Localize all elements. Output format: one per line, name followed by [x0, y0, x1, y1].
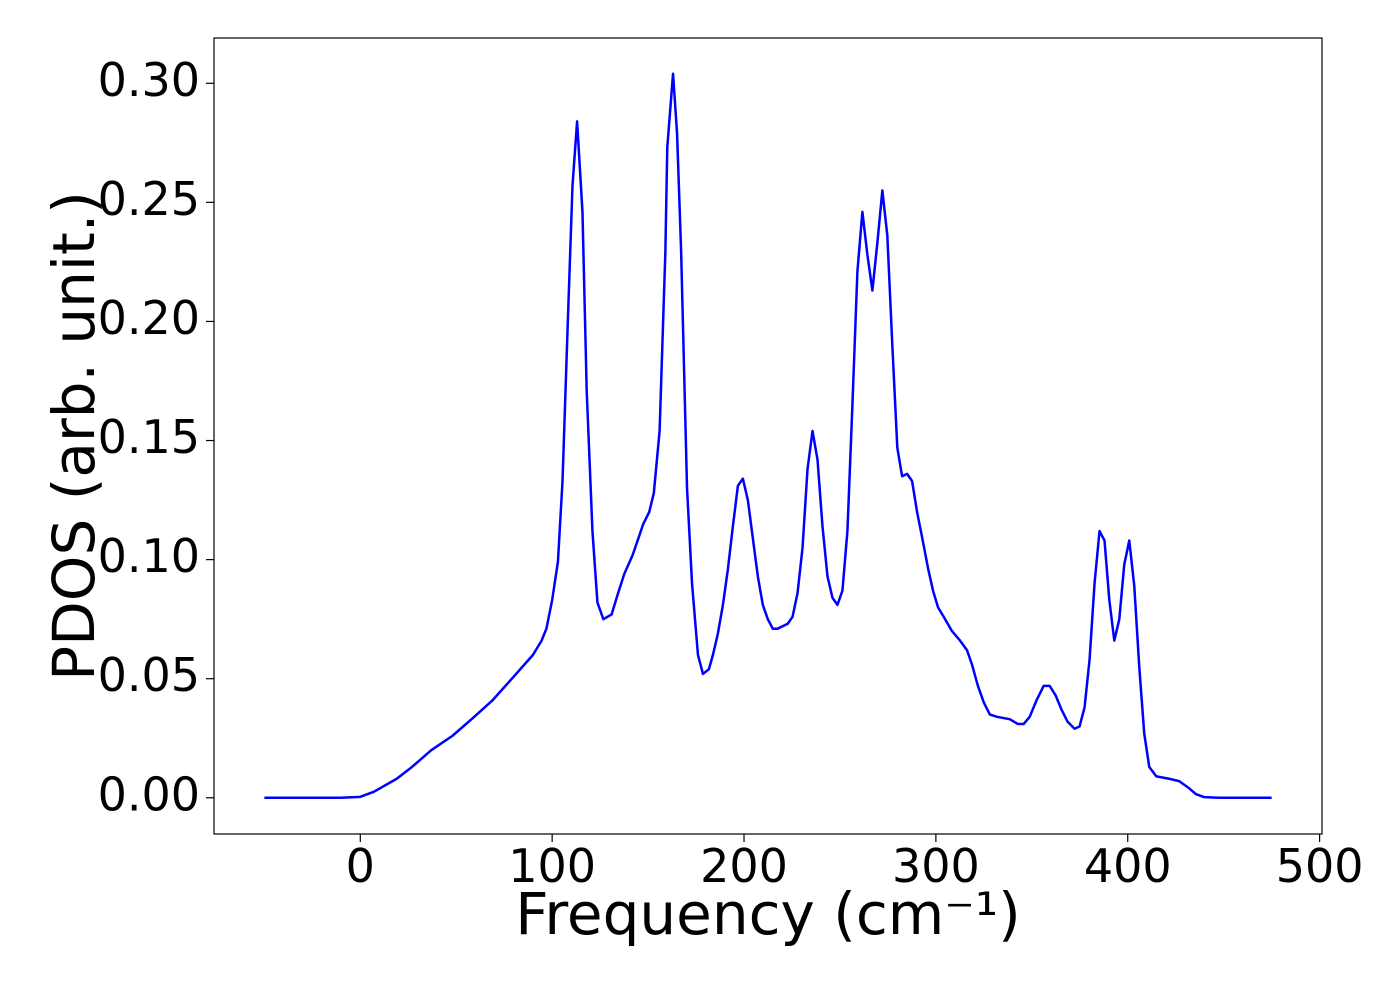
data-line	[264, 72, 1272, 800]
plot-frame	[213, 37, 1323, 835]
x-tick-label: 300	[892, 839, 980, 893]
y-tick-label: 0.00	[98, 767, 200, 821]
y-tick-label: 0.15	[98, 410, 200, 464]
x-tick-label: 200	[700, 839, 788, 893]
x-tick-label: 100	[508, 839, 596, 893]
x-tick-label: 0	[346, 839, 375, 893]
x-tick-label: 500	[1276, 839, 1364, 893]
x-tick-label: 400	[1084, 839, 1172, 893]
y-tick-label: 0.30	[98, 53, 200, 107]
y-tick-label: 0.05	[98, 648, 200, 702]
y-tick-label: 0.25	[98, 172, 200, 226]
x-axis-label: Frequency (cm⁻¹)	[515, 880, 1021, 948]
y-tick-label: 0.20	[98, 291, 200, 345]
y-tick-label: 0.10	[98, 529, 200, 583]
y-axis-label: PDOS (arb. unit.)	[40, 191, 108, 681]
